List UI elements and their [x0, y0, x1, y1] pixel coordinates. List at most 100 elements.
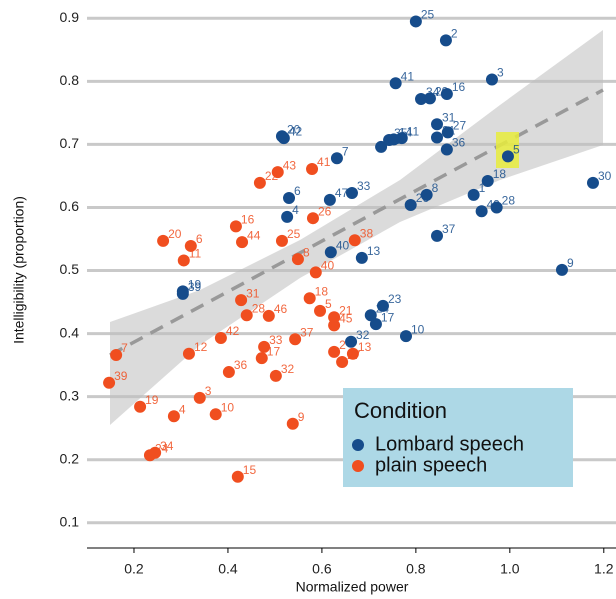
point	[281, 210, 294, 223]
point-label: 38	[360, 226, 374, 240]
point-label: 12	[194, 340, 208, 354]
point	[345, 186, 358, 199]
point	[336, 355, 349, 368]
trend-line	[109, 88, 604, 357]
point	[330, 152, 343, 165]
point-label: 42	[226, 324, 240, 338]
point-label: 6	[294, 184, 301, 198]
point-label: 28	[252, 301, 266, 315]
point	[431, 229, 444, 242]
point	[364, 309, 377, 322]
points: 2524133429163127213653018149289204271235…	[103, 8, 612, 483]
point-label: 18	[315, 284, 329, 298]
point-label: 25	[287, 227, 301, 241]
point-label: 23	[388, 292, 402, 306]
point	[289, 333, 302, 346]
point	[355, 251, 368, 264]
y-tick-label: 0.2	[60, 450, 80, 466]
point	[214, 332, 227, 345]
point-label: 20	[168, 227, 182, 241]
legend-label: Lombard speech	[375, 433, 524, 455]
point-label: 27	[347, 348, 361, 362]
point-label: 19	[188, 278, 202, 292]
point	[209, 408, 222, 421]
y-tick-label: 0.9	[60, 9, 80, 25]
point	[555, 263, 568, 276]
point	[346, 347, 359, 360]
x-tick-label: 1.2	[594, 561, 614, 577]
point	[236, 236, 249, 249]
point	[323, 193, 336, 206]
point-label: 8	[432, 181, 439, 195]
point-label: 4	[292, 203, 299, 217]
point-label: 26	[318, 204, 332, 218]
y-tick-label: 0.4	[60, 324, 80, 340]
point-label: 5	[325, 297, 332, 311]
point-label: 40	[336, 238, 350, 252]
point-label: 24	[376, 301, 390, 315]
point-label: 13	[358, 340, 372, 354]
point	[167, 410, 180, 423]
point-label: 26	[416, 191, 430, 205]
point	[501, 150, 514, 163]
point-label: 2	[451, 27, 458, 41]
x-tick-label: 0.4	[218, 561, 238, 577]
point	[467, 188, 480, 201]
point-label: 2	[339, 338, 346, 352]
point-label: 33	[269, 333, 283, 347]
point	[258, 340, 271, 353]
point-label: 39	[188, 280, 202, 294]
point	[369, 318, 382, 331]
x-tick-label: 0.8	[406, 561, 426, 577]
point	[309, 266, 322, 279]
point-label: 42	[289, 124, 303, 138]
point-label: 30	[598, 169, 612, 183]
point-label: 10	[411, 322, 425, 336]
point-label: 32	[281, 362, 295, 376]
legend-box	[343, 388, 573, 487]
point	[176, 287, 189, 300]
point-label: 33	[357, 179, 371, 193]
point-label: 20	[287, 122, 301, 136]
point	[324, 246, 337, 259]
point	[395, 132, 408, 145]
point	[110, 349, 123, 362]
point	[103, 376, 116, 389]
point	[404, 198, 417, 211]
point-label: 46	[274, 302, 288, 316]
point	[262, 309, 275, 322]
point	[255, 352, 268, 365]
y-tick-label: 0.5	[60, 261, 80, 277]
point	[420, 188, 433, 201]
point	[441, 126, 454, 139]
point	[222, 366, 235, 379]
point-label: 4	[179, 402, 186, 416]
point-label: 19	[145, 393, 159, 407]
point	[193, 391, 206, 404]
point-label: 5	[513, 143, 520, 157]
point	[375, 140, 388, 153]
point-label: 9	[567, 256, 574, 270]
point	[431, 131, 444, 144]
point-label: 9	[298, 410, 305, 424]
point-label: 16	[241, 213, 255, 227]
point	[253, 176, 266, 189]
point-label: 27	[453, 119, 467, 133]
point	[235, 294, 248, 307]
point	[440, 143, 453, 156]
point	[439, 34, 452, 47]
point	[345, 335, 358, 348]
y-tick-label: 0.8	[60, 72, 80, 88]
point-label: 32	[356, 328, 370, 342]
point	[286, 417, 299, 430]
point	[177, 254, 190, 267]
point-label: 17	[267, 344, 281, 358]
x-tick-label: 1.0	[500, 561, 520, 577]
point	[328, 345, 341, 358]
point	[481, 174, 494, 187]
point	[306, 163, 319, 176]
point-label: 41	[317, 155, 331, 169]
point-label: 41	[401, 69, 415, 83]
point-label: 22	[265, 169, 279, 183]
point	[231, 470, 244, 483]
